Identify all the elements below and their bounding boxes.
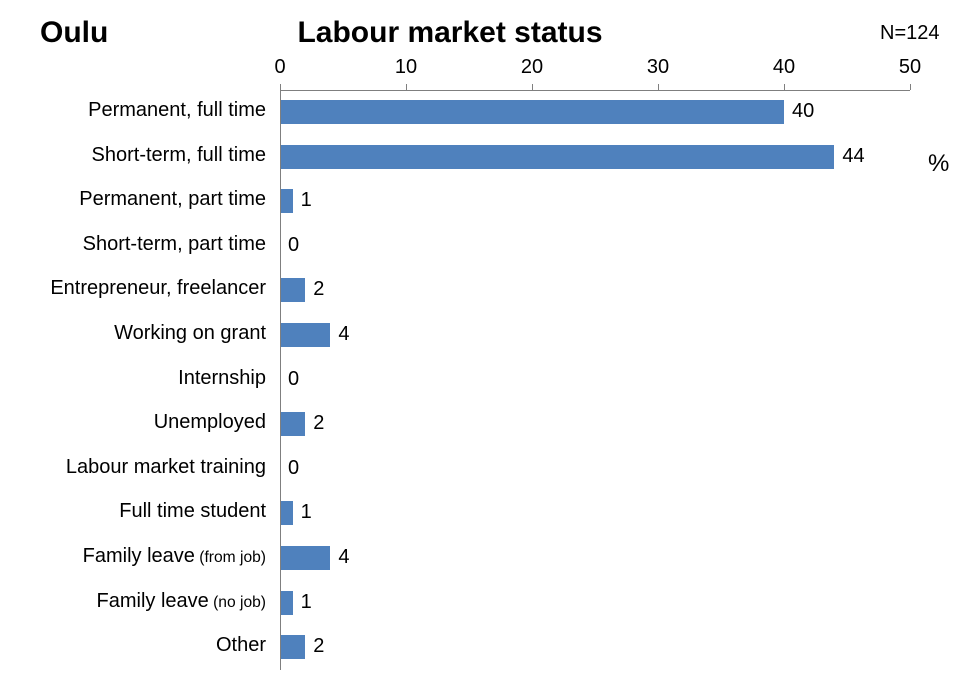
category-label: Family leave (no job) [6,590,266,612]
slide: OuluLabour market statusN=12401020304050… [0,0,960,689]
category-label: Other [6,634,266,656]
category-label: Family leave (from job) [6,545,266,567]
bar [281,501,293,525]
bar [281,189,293,213]
value-label: 1 [301,189,312,212]
bar [281,635,305,659]
category-label: Entrepreneur, freelancer [6,277,266,299]
bar [281,412,305,436]
category-label: Internship [6,367,266,389]
category-label: Unemployed [6,411,266,433]
x-tick [532,84,533,90]
chart-title: Labour market status [270,16,630,50]
value-label: 0 [288,457,299,480]
x-tick-label: 20 [512,56,552,79]
y-axis-line [280,90,281,670]
value-label: 1 [301,501,312,524]
x-tick-label: 10 [386,56,426,79]
value-label: 2 [313,412,324,435]
n-label: N=124 [880,22,940,45]
percent-symbol: % [928,150,949,178]
category-label: Short-term, full time [6,144,266,166]
bar [281,591,293,615]
value-label: 0 [288,234,299,257]
value-label: 2 [313,635,324,658]
x-tick [910,84,911,90]
value-label: 1 [301,591,312,614]
x-axis-line [280,90,910,91]
value-label: 44 [842,145,864,168]
x-tick [658,84,659,90]
corner-title: Oulu [40,16,108,50]
category-label: Short-term, part time [6,233,266,255]
value-label: 4 [338,323,349,346]
x-tick-label: 30 [638,56,678,79]
x-tick [406,84,407,90]
category-label: Permanent, full time [6,99,266,121]
value-label: 4 [338,546,349,569]
category-label: Permanent, part time [6,188,266,210]
x-tick [784,84,785,90]
x-tick-label: 0 [260,56,300,79]
category-label: Working on grant [6,322,266,344]
bar [281,323,330,347]
bar [281,100,784,124]
category-label: Labour market training [6,456,266,478]
bar [281,145,834,169]
bar [281,546,330,570]
value-label: 40 [792,100,814,123]
category-label: Full time student [6,500,266,522]
bar [281,278,305,302]
x-tick-label: 40 [764,56,804,79]
x-tick-label: 50 [890,56,930,79]
value-label: 2 [313,278,324,301]
value-label: 0 [288,368,299,391]
